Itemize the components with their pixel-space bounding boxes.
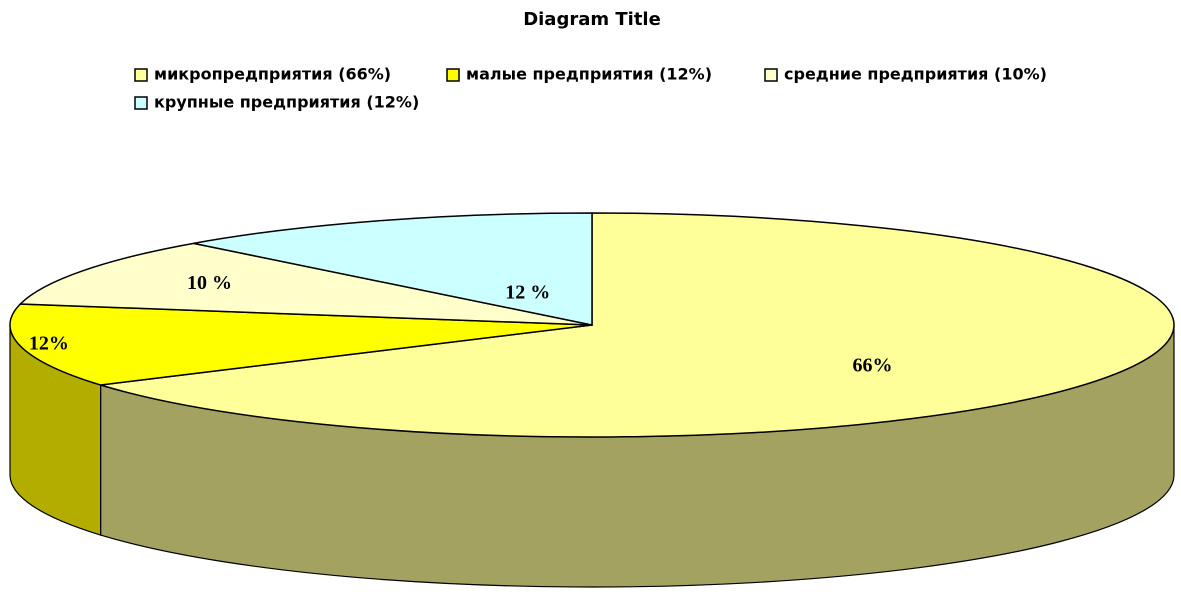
legend-swatch (446, 68, 460, 82)
pie-slice (193, 212, 593, 326)
pie-slice (100, 212, 1175, 438)
data-label: 66% (853, 354, 893, 376)
legend-swatch (134, 96, 148, 110)
data-label: 12 % (505, 281, 550, 303)
data-label: 12% (29, 333, 69, 355)
chart-title: Diagram Title (523, 9, 661, 30)
pie-slice (9, 303, 593, 386)
legend-swatch (134, 68, 148, 82)
legend-label: средние предприятия (10%) (784, 65, 1047, 84)
legend-swatch (764, 68, 778, 82)
pie-slice (18, 242, 593, 326)
legend-label: малые предприятия (12%) (466, 65, 712, 84)
legend-label: крупные предприятия (12%) (154, 93, 419, 112)
legend-label: микропредприятия (66%) (154, 65, 391, 84)
data-label: 10 % (187, 272, 232, 294)
